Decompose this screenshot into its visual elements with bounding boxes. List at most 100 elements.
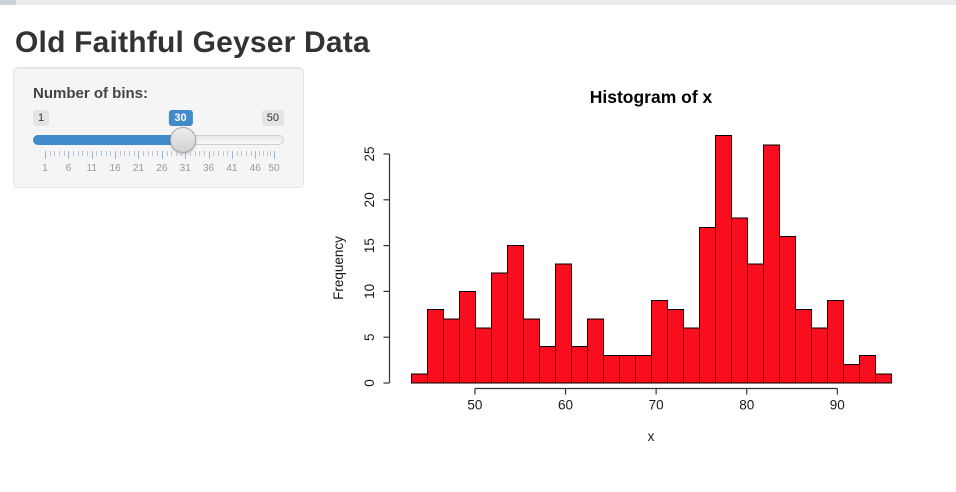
slider-grid-minor-tick: [133, 151, 135, 156]
slider-grid-tick: [115, 151, 117, 159]
histogram-bar: [491, 272, 508, 384]
y-axis-tick-label: 5: [362, 333, 377, 341]
slider-grid-minor-tick: [175, 151, 177, 156]
slider-grid-minor-tick: [119, 151, 121, 156]
slider-grid-minor-tick: [54, 151, 56, 156]
slider-grid-tick: [45, 151, 46, 159]
histogram-bar: [587, 318, 605, 384]
slider-grid-minor-tick: [143, 151, 145, 156]
slider-max-label: 50: [261, 110, 284, 126]
page-title: Old Faithful Geyser Data: [15, 26, 370, 59]
histogram-bar: [443, 318, 460, 384]
slider-grid-tick: [185, 151, 187, 159]
histogram-bar: [571, 345, 589, 384]
slider-grid-tick: [255, 151, 257, 159]
slider-grid-minor-tick: [87, 151, 89, 156]
slider-grid-tick: [68, 151, 70, 159]
slider-grid-minor-tick: [262, 151, 264, 156]
slider-grid-minor-tick: [152, 151, 154, 156]
histogram-bar: [875, 373, 893, 384]
histogram-bar: [731, 217, 749, 384]
slider-grid-minor-tick: [129, 151, 131, 156]
slider-grid-minor-tick: [194, 151, 196, 156]
slider-grid-minor-tick: [171, 151, 173, 156]
slider-grid-tick: [138, 151, 140, 159]
slider-grid-minor-tick: [199, 151, 201, 156]
chart-title: Histogram of x: [590, 87, 713, 107]
y-axis-tick-label: 20: [362, 192, 377, 207]
x-axis-tick-label: 90: [830, 398, 845, 413]
slider-grid-minor-tick: [59, 151, 61, 156]
slider-badge-row: 1 50 30: [33, 110, 284, 128]
histogram-bar: [747, 263, 765, 384]
histogram-bar: [475, 327, 492, 384]
slider-grid-minor-tick: [259, 151, 261, 156]
slider-grid-tick: [91, 151, 93, 159]
slider-value-badge: 30: [168, 110, 193, 126]
slider-handle[interactable]: [169, 127, 196, 153]
histogram-bar: [619, 355, 637, 384]
slider-grid-minor-tick: [82, 151, 84, 156]
slider-fill: [33, 135, 184, 145]
histogram-bar: [811, 327, 829, 384]
slider-grid-label: 11: [86, 163, 97, 174]
x-axis-tick-label: 50: [467, 398, 482, 413]
histogram-bar: [667, 309, 685, 384]
slider-grid-minor-tick: [222, 151, 224, 156]
slider-grid-minor-tick: [217, 151, 219, 156]
slider-grid-label: 31: [179, 163, 191, 174]
slider-grid-label: 41: [226, 163, 238, 174]
top-strip: [0, 0, 956, 5]
slider-grid-tick: [231, 151, 233, 159]
slider-grid-label: 21: [132, 163, 145, 174]
slider-grid-tick: [208, 151, 210, 159]
bins-panel: Number of bins: 1 50 30 1 6 11 16 21 26 31 36 41…: [13, 67, 304, 188]
histogram-bar: [763, 144, 781, 384]
slider-track[interactable]: [33, 127, 284, 153]
histogram-bar: [715, 135, 733, 384]
slider-grid-minor-tick: [147, 151, 149, 156]
histogram-bar: [859, 355, 877, 384]
slider-grid-minor-tick: [245, 151, 247, 156]
slider-grid-minor-tick: [63, 151, 65, 156]
slider-min-label: 1: [33, 110, 50, 126]
slider-grid-minor-tick: [203, 151, 205, 156]
slider-grid-minor-tick: [236, 151, 238, 156]
slider-grid-minor-tick: [110, 151, 112, 156]
x-axis-tick-label: 80: [739, 398, 754, 413]
histogram-bar: [523, 318, 540, 384]
slider-grid-minor-tick: [180, 151, 182, 156]
histogram-bar: [843, 364, 861, 384]
slider-grid-label: 6: [65, 163, 72, 174]
y-axis-tick-label: 25: [362, 146, 377, 161]
slider-grid-minor-tick: [227, 151, 229, 156]
histogram-bar: [555, 263, 573, 384]
slider-grid-minor-tick: [213, 151, 215, 156]
histogram-bar: [779, 235, 797, 384]
histogram-bar: [827, 300, 845, 384]
bins-slider[interactable]: 1 50 30 1 6 11 16 21 26 31 36 41 46 50: [33, 110, 284, 183]
slider-grid-minor-tick: [73, 151, 75, 156]
y-axis-tick-label: 10: [362, 284, 377, 299]
slider-grid: 1 6 11 16 21 26 31 36 41 46 50: [33, 151, 284, 183]
y-axis-label: Frequency: [331, 236, 346, 300]
slider-grid-minor-tick: [49, 151, 51, 156]
slider-grid-minor-tick: [250, 151, 252, 156]
slider-grid-minor-tick: [96, 151, 98, 156]
slider-grid-minor-tick: [270, 151, 272, 156]
histogram-bar: [635, 355, 653, 384]
slider-grid-label: 16: [109, 163, 121, 174]
histogram-bar: [683, 327, 701, 384]
slider-grid-minor-tick: [189, 151, 191, 156]
slider-grid-label: 26: [156, 163, 168, 174]
x-axis-label: x: [648, 429, 655, 444]
slider-grid-tick: [161, 151, 163, 159]
histogram-bar: [699, 226, 717, 384]
histogram-bar: [459, 290, 476, 384]
slider-grid-label: 1: [42, 163, 48, 174]
histogram-bar: [603, 355, 621, 384]
slider-grid-minor-tick: [166, 151, 168, 156]
top-strip-accent: [0, 0, 16, 5]
slider-grid-minor-tick: [157, 151, 159, 156]
histogram-bar: [795, 309, 813, 384]
